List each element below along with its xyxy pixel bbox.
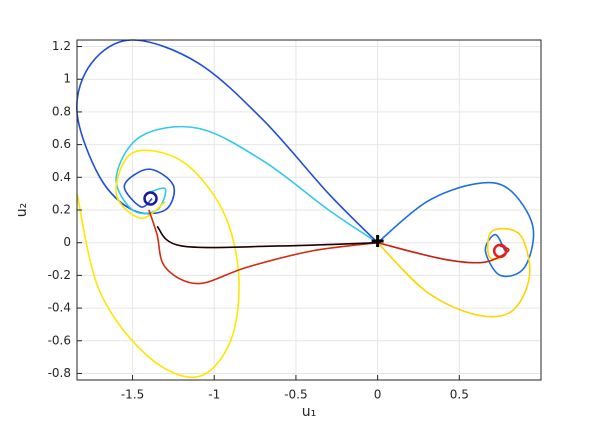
trajectory [115, 125, 379, 244]
x-axis-label: u₁ [302, 404, 317, 420]
trajectory [156, 225, 378, 249]
trajectory [76, 39, 379, 244]
plot-area [76, 39, 535, 379]
equilibrium-marker [492, 243, 508, 259]
x-tick-label: -1.5 [121, 388, 144, 402]
y-tick-label: 1.2 [52, 39, 71, 53]
equilibrium-marker [143, 191, 158, 206]
grid [77, 40, 541, 380]
y-tick-label: -0.2 [48, 268, 71, 282]
trajectory [377, 227, 531, 318]
y-tick-label: 1 [63, 72, 71, 86]
y-tick-label: -0.6 [48, 333, 71, 347]
trajectory [377, 241, 510, 264]
x-tick-label: -1 [208, 388, 220, 402]
trajectory [148, 209, 378, 285]
y-tick-label: 0.6 [52, 137, 71, 151]
y-tick-label: -0.8 [48, 366, 71, 380]
x-tick-label: 0.5 [450, 388, 469, 402]
x-tick-label: 0 [374, 388, 382, 402]
equilibrium-marker [371, 235, 384, 248]
y-tick-label: 0.4 [52, 170, 71, 184]
x-tick-label: -0.5 [284, 388, 307, 402]
trajectory [76, 149, 240, 379]
y-tick-label: -0.4 [48, 301, 71, 315]
y-tick-label: 0.2 [52, 203, 71, 217]
y-axis-label: u₂ [14, 203, 30, 218]
y-tick-label: 0 [63, 235, 71, 249]
y-tick-label: 0.8 [52, 104, 71, 118]
